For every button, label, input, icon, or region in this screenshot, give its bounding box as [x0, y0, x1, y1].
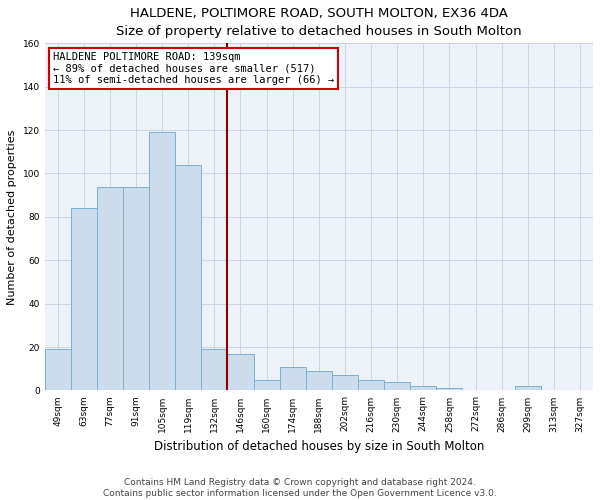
Text: Contains HM Land Registry data © Crown copyright and database right 2024.
Contai: Contains HM Land Registry data © Crown c… [103, 478, 497, 498]
Bar [280, 366, 306, 390]
Title: HALDENE, POLTIMORE ROAD, SOUTH MOLTON, EX36 4DA
Size of property relative to det: HALDENE, POLTIMORE ROAD, SOUTH MOLTON, E… [116, 7, 521, 38]
Y-axis label: Number of detached properties: Number of detached properties [7, 129, 17, 304]
X-axis label: Distribution of detached houses by size in South Molton: Distribution of detached houses by size … [154, 440, 484, 453]
Bar [97, 186, 123, 390]
Bar [44, 350, 71, 391]
Bar [71, 208, 97, 390]
Bar [123, 186, 149, 390]
Bar [202, 350, 227, 391]
Bar [358, 380, 384, 390]
Bar [384, 382, 410, 390]
Bar [254, 380, 280, 390]
Bar [175, 165, 202, 390]
Bar [515, 386, 541, 390]
Bar [149, 132, 175, 390]
Bar [306, 371, 332, 390]
Bar [332, 376, 358, 390]
Bar [436, 388, 463, 390]
Bar [227, 354, 254, 391]
Bar [410, 386, 436, 390]
Text: HALDENE POLTIMORE ROAD: 139sqm
← 89% of detached houses are smaller (517)
11% of: HALDENE POLTIMORE ROAD: 139sqm ← 89% of … [53, 52, 334, 85]
